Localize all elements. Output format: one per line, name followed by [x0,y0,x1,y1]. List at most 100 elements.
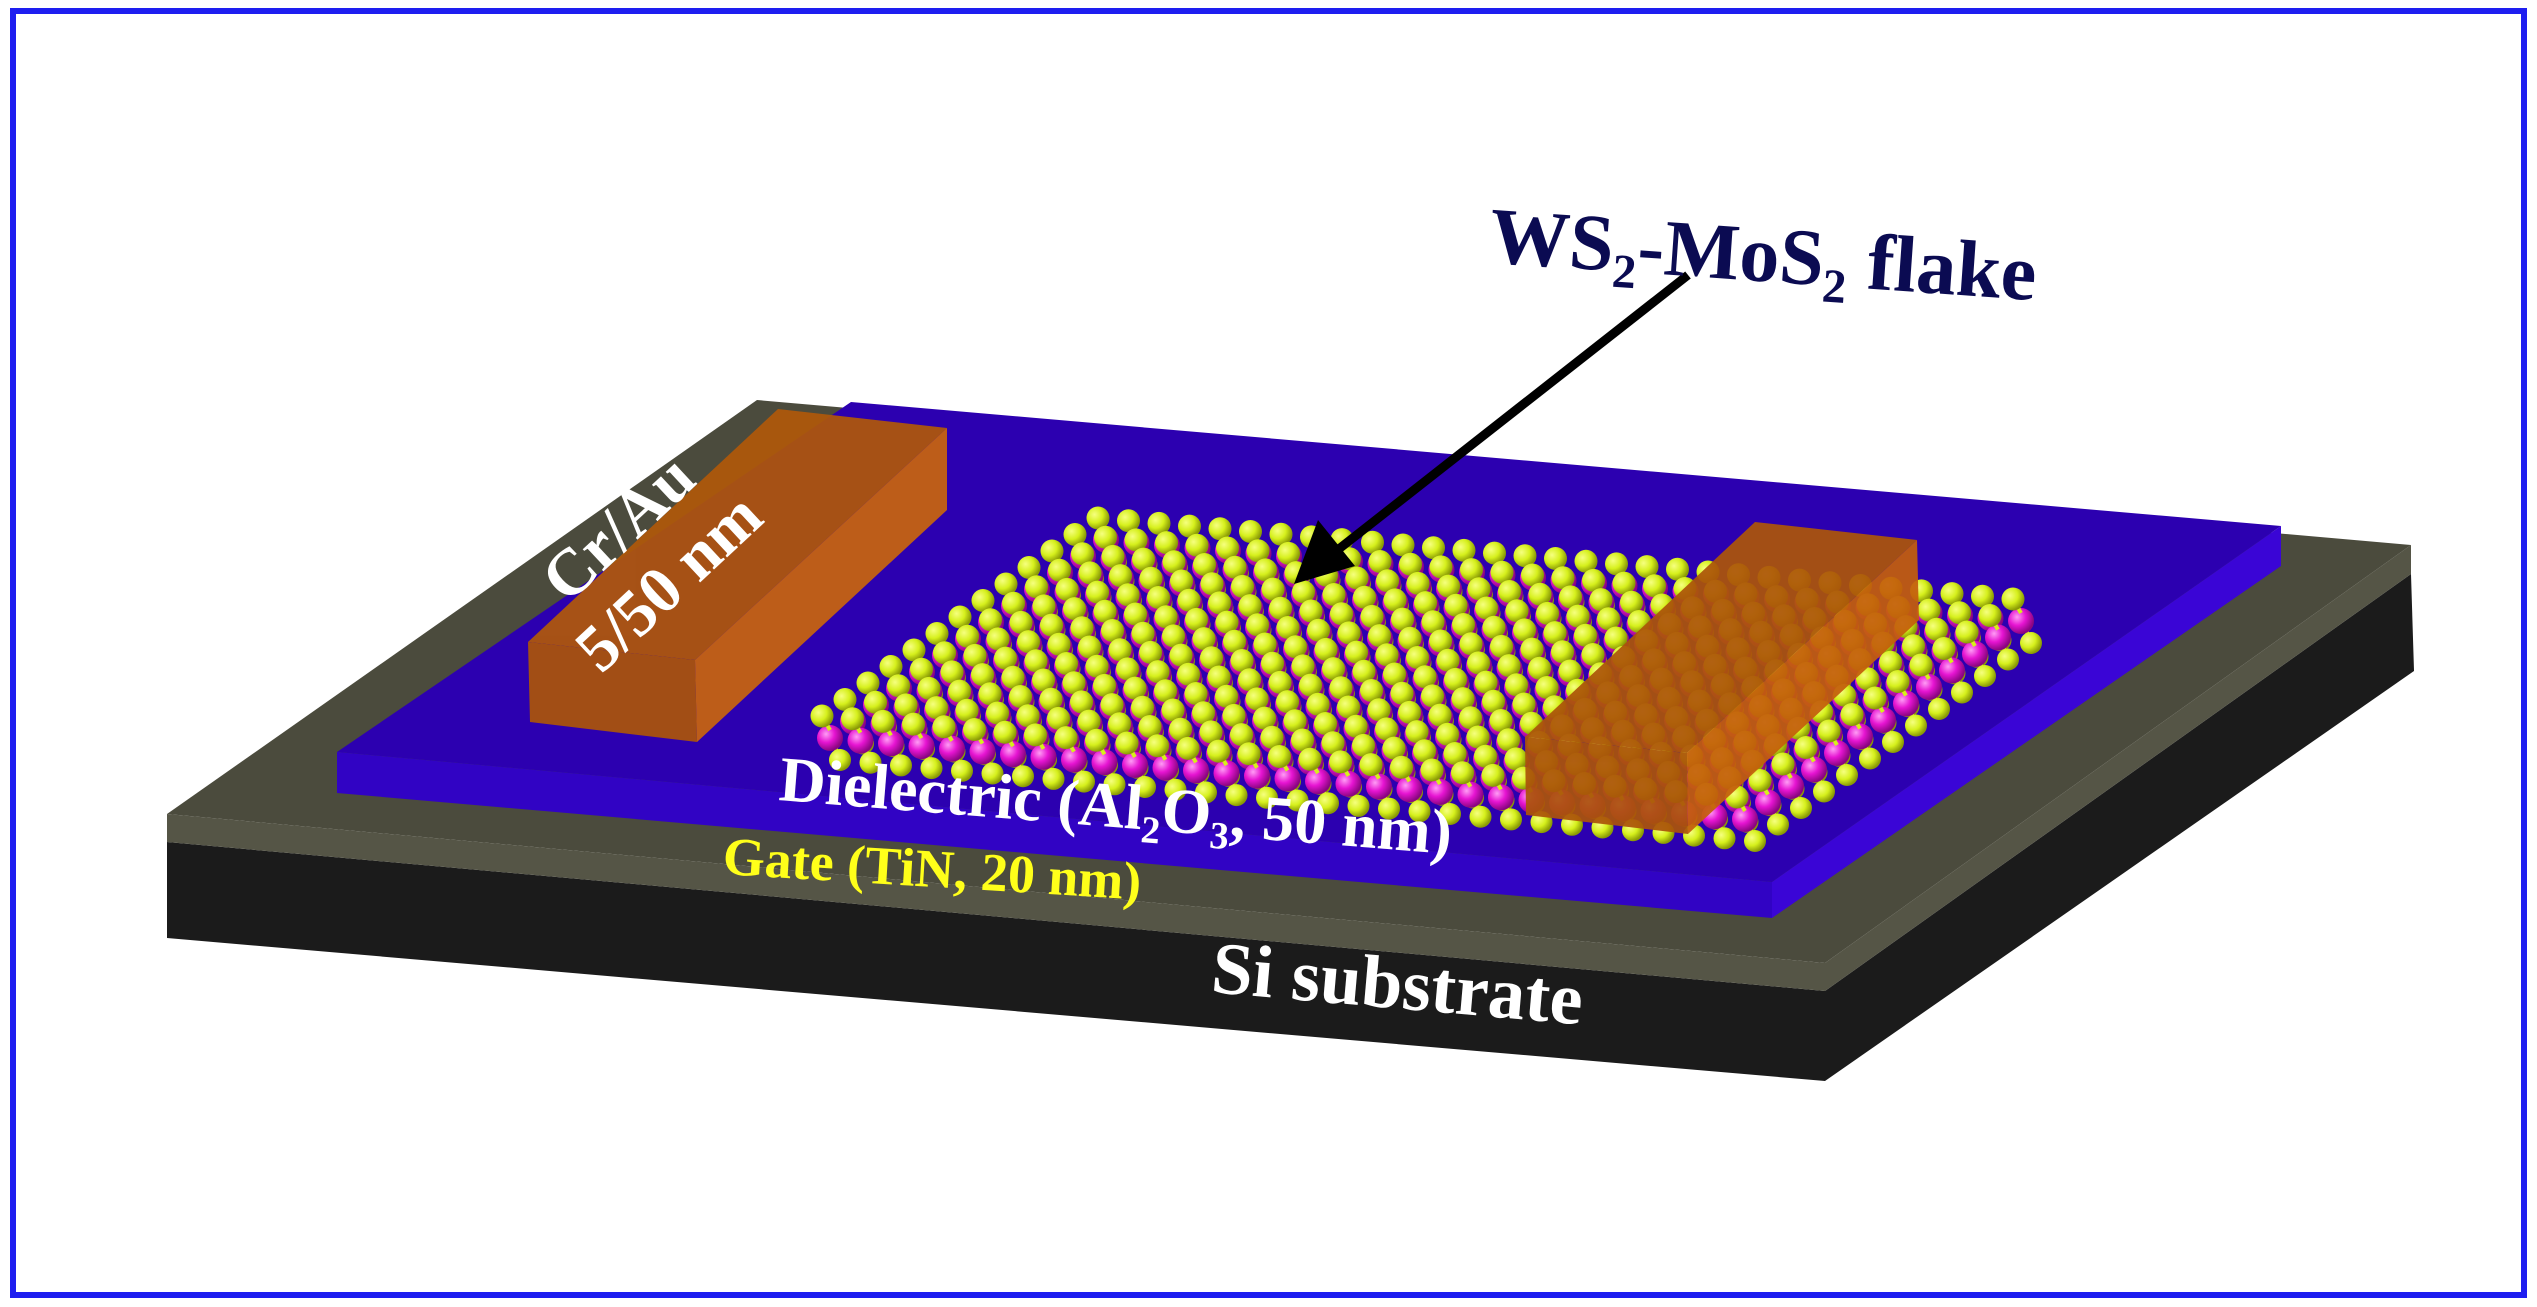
sulfur-atom-bottom [1713,827,1736,850]
sulfur-atom-top [1429,555,1453,579]
sulfur-atom-top [1474,744,1497,768]
sulfur-atom-top [925,622,949,645]
sulfur-atom-top [1146,660,1170,684]
sulfur-atom-top [902,712,925,736]
sulfur-atom-bottom [1378,797,1400,820]
metal-atom [1213,760,1240,787]
metal-atom [1732,806,1758,832]
sulfur-atom-top [1284,635,1307,659]
sulfur-atom-top [1398,700,1421,724]
sulfur-atom-top [810,704,834,728]
sulfur-atom-top [1108,712,1131,736]
sulfur-atom-top [1117,509,1140,533]
sulfur-atom-top [1291,654,1315,678]
sulfur-atom-top [1581,643,1605,666]
sulfur-atom-top [963,643,987,667]
sulfur-atom-top [948,679,971,703]
sulfur-atom-top [1886,670,1910,693]
sulfur-atom-top [1390,681,1414,705]
sulfur-atom-top [1208,517,1232,541]
left-electrode-top [528,409,947,660]
sulfur-atom-top [993,720,1017,744]
sulfur-atom-top [1413,665,1437,689]
sulfur-atom-top [1306,692,1330,716]
sulfur-atom-top [1192,627,1216,651]
sulfur-atom-bottom [1997,648,2019,671]
sulfur-atom-top [1001,665,1025,689]
sulfur-atom-top [1132,547,1155,571]
metal-atom [1244,762,1270,789]
left-electrode-right [695,428,947,742]
sulfur-atom-top [1162,624,1185,648]
sulfur-atom-top [902,638,926,662]
sulfur-atom-top [1559,585,1582,609]
left-electrode [528,409,947,742]
sulfur-atom-bottom [1974,665,1996,687]
sulfur-atom-top [1551,566,1575,590]
sulfur-atom-top [1391,533,1415,557]
sulfur-atom-top [910,657,933,681]
sulfur-atom-top [1856,667,1879,691]
metal-atom [1274,765,1301,792]
metal-atom [1893,690,1919,717]
sulfur-atom-top [1253,632,1277,656]
sulfur-atom-top [1558,659,1582,683]
sulfur-atom-top [856,671,880,695]
sulfur-atom-top [1368,624,1391,648]
metal-atom [847,727,874,754]
sulfur-atom-top [1948,601,1971,625]
dielectric-right-face [1772,526,2281,918]
sulfur-atom-top [1170,569,1193,593]
sulfur-atom-top [1574,623,1597,647]
sulfur-atom-bottom [1103,773,1126,796]
sulfur-atom-top [971,589,995,612]
sulfur-atom-top [1955,620,1979,644]
sulfur-atom-bottom [859,751,882,774]
sulfur-atom-top [1635,555,1659,579]
sulfur-atom-top [1925,617,1948,641]
sulfur-atom-top [1223,629,1246,653]
sulfur-atom-top [1237,742,1261,766]
sulfur-atom-top [1169,643,1193,667]
sulfur-atom-top [1071,542,1094,566]
sulfur-atom-top [978,682,1002,706]
sulfur-atom-top [1207,665,1231,689]
sulfur-atom-top [1528,582,1552,606]
sulfur-atom-top [1437,574,1460,598]
sulfur-atom-top [1345,566,1369,590]
metal-atom [939,735,965,762]
sulfur-atom-top [1047,632,1071,656]
sulfur-atom-top [1086,506,1110,530]
sulfur-atom-top [1016,704,1040,728]
sulfur-atom-bottom [1836,764,1858,786]
sulfur-atom-top [1077,709,1101,733]
arrow-head [1294,520,1355,584]
sulfur-atom-top [955,698,979,722]
sulfur-atom-top [1376,569,1399,593]
sulfur-atom-bottom [1073,770,1095,793]
metal-atom [1962,641,1988,667]
sulfur-atom-top [1268,745,1291,768]
sulfur-atom-top [1002,591,1025,615]
sulfur-atom-top [1200,572,1224,596]
sulfur-atom-top [1162,550,1186,574]
sulfur-atom-top [1368,550,1392,573]
sulfur-atom-top [1512,692,1536,716]
metal-atom [908,733,935,760]
sulfur-atom-top [1620,590,1643,614]
sulfur-atom-top [1276,616,1300,639]
sulfur-atom-top [1245,687,1269,711]
sulfur-atom-top [1185,607,1208,631]
sulfur-atom-top [1771,752,1795,776]
sulfur-atom-top [1817,719,1841,743]
sulfur-atom-top [1101,544,1125,568]
sulfur-atom-top [994,572,1018,596]
sulfur-atom-top [1574,549,1598,573]
metal-atom [1122,752,1148,778]
sulfur-atom-top [1216,536,1239,560]
sulfur-atom-top [1360,604,1384,628]
sulfur-atom-top [1177,588,1201,612]
sulfur-atom-top [1330,602,1353,626]
sulfur-atom-top [1139,640,1162,664]
